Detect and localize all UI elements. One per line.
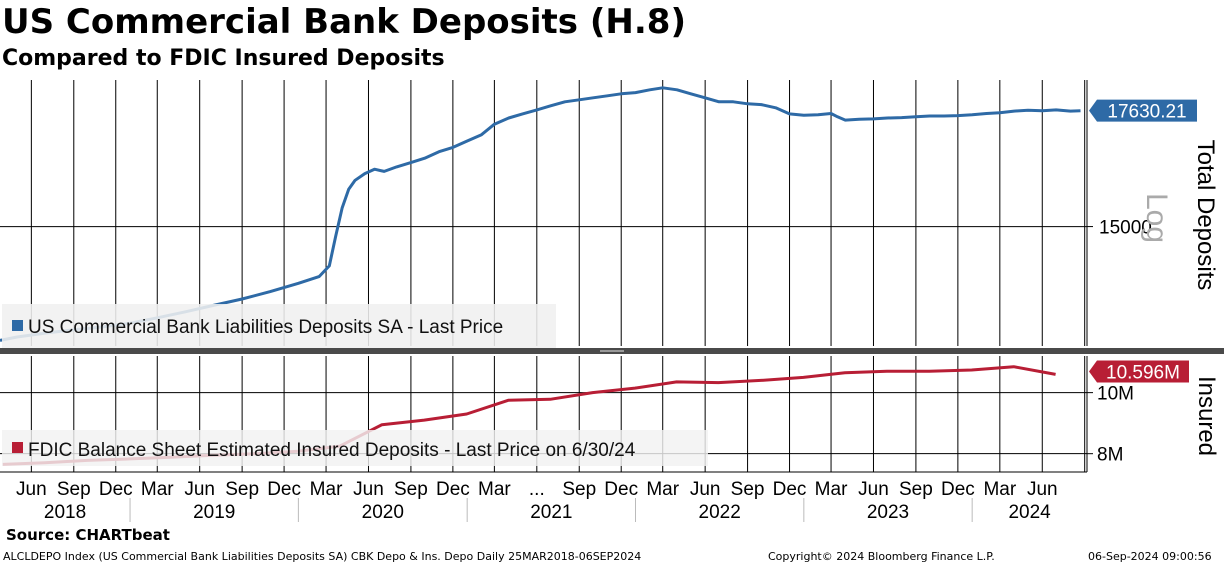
y-tick-label: 15000: [1099, 218, 1152, 239]
x-tick-label: Dec: [941, 479, 975, 500]
x-tick-label: Jun: [16, 479, 47, 500]
x-tick-label: Mar: [983, 479, 1016, 500]
chart-title: US Commercial Bank Deposits (H.8): [2, 2, 686, 42]
y-tick-label: 10M: [1097, 384, 1134, 405]
x-tick-label: Sep: [562, 479, 596, 500]
axes-layer: [0, 80, 1224, 473]
deposits-last-value: 17630.21: [1107, 102, 1186, 123]
x-tick-label: Sep: [899, 479, 933, 500]
footer-right: 06-Sep-2024 09:00:56: [1088, 550, 1212, 563]
x-year-label: 2023: [867, 502, 909, 523]
x-tick-label: Jun: [353, 479, 384, 500]
x-year-label: 2020: [362, 502, 404, 523]
top-legend-swatch: [12, 320, 23, 331]
log-scale-label: Log: [1140, 193, 1173, 243]
top-series-layer: [0, 86, 1081, 342]
chart-subtitle: Compared to FDIC Insured Deposits: [2, 46, 445, 71]
x-year-label: 2022: [699, 502, 741, 523]
x-year-label: 2019: [193, 502, 235, 523]
x-year-label: 2018: [44, 502, 86, 523]
x-tick-label: Jun: [1027, 479, 1058, 500]
x-tick-label: Jun: [858, 479, 889, 500]
insured-last-value: 10.596M: [1106, 362, 1180, 383]
top-y-axis-title: Total Deposits: [1192, 140, 1219, 291]
footer-left: ALCLDEPO Index (US Commercial Bank Liabi…: [3, 550, 642, 563]
x-year-label: 2024: [1008, 502, 1051, 523]
x-tick-label: Mar: [646, 479, 679, 500]
source-note: Source: CHARTbeat: [6, 526, 170, 544]
bottom-y-axis-title: Insured: [1193, 376, 1220, 456]
x-tick-label: Sep: [57, 479, 91, 500]
footer-center: Copyright© 2024 Bloomberg Finance L.P.: [768, 550, 995, 563]
x-year-label: 2021: [530, 502, 572, 523]
bottom-legend-box: [2, 430, 708, 466]
top-legend-label: US Commercial Bank Liabilities Deposits …: [28, 317, 503, 338]
x-tick-label: Mar: [815, 479, 848, 500]
insured-last-value-tag: [1089, 360, 1189, 383]
x-tick-label: ...: [529, 479, 545, 500]
x-tick-label: Sep: [394, 479, 428, 500]
bottom-legend-swatch: [12, 442, 23, 453]
x-tick-label: Dec: [267, 479, 301, 500]
x-tick-label: Dec: [604, 479, 638, 500]
panel-divider-grip: [600, 350, 624, 352]
top-legend-box: [2, 304, 556, 348]
x-tick-label: Sep: [225, 479, 259, 500]
x-tick-label: Mar: [141, 479, 174, 500]
x-tick-label: Dec: [99, 479, 133, 500]
x-tick-label: Dec: [773, 479, 807, 500]
x-tick-label: Mar: [310, 479, 343, 500]
deposits-series-line: [0, 86, 1081, 342]
bottom-legend-label: FDIC Balance Sheet Estimated Insured Dep…: [28, 440, 636, 461]
x-tick-label: Jun: [690, 479, 721, 500]
x-tick-label: Jun: [184, 479, 215, 500]
x-tick-label: Sep: [731, 479, 765, 500]
deposits-last-value-tag: [1089, 99, 1197, 122]
labels-layer: Jun Sep Dec Mar Jun Sep Dec Mar Jun Sep Dec Mar... S…: [2, 99, 1220, 523]
x-tick-label: Mar: [478, 479, 511, 500]
x-tick-label: Dec: [436, 479, 470, 500]
y-tick-label: 8M: [1097, 445, 1123, 466]
